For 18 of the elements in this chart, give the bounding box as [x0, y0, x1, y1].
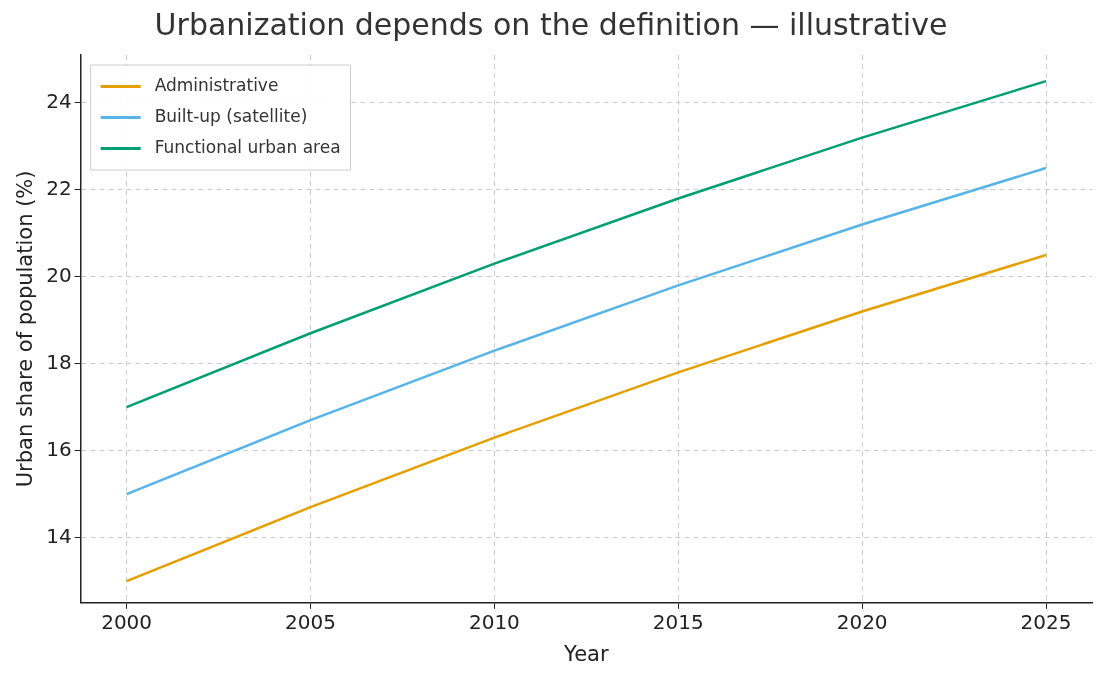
- x-tick-label: 2000: [101, 610, 153, 634]
- y-tick-label: 16: [46, 436, 72, 461]
- x-tick-label: 2020: [836, 610, 888, 634]
- legend-label: Administrative: [154, 74, 279, 95]
- x-tick-label: 2005: [285, 610, 336, 634]
- y-tick-label: 20: [46, 262, 72, 287]
- chart-title: Urbanization depends on the definition — illustrative: [154, 6, 948, 42]
- legend-label: Functional urban area: [154, 136, 341, 157]
- x-tick-label: 2010: [468, 610, 520, 634]
- x-tick-label: 2025: [1020, 610, 1072, 634]
- x-tick-label: 2015: [652, 610, 704, 634]
- y-tick-label: 22: [46, 175, 72, 200]
- y-tick-label: 18: [46, 349, 72, 374]
- y-tick-label: 24: [46, 89, 72, 114]
- legend-label: Built-up (satellite): [154, 105, 308, 126]
- y-axis-title: Urban share of population (%): [13, 170, 38, 488]
- y-tick-label: 14: [46, 523, 72, 548]
- x-axis-title: Year: [563, 641, 609, 666]
